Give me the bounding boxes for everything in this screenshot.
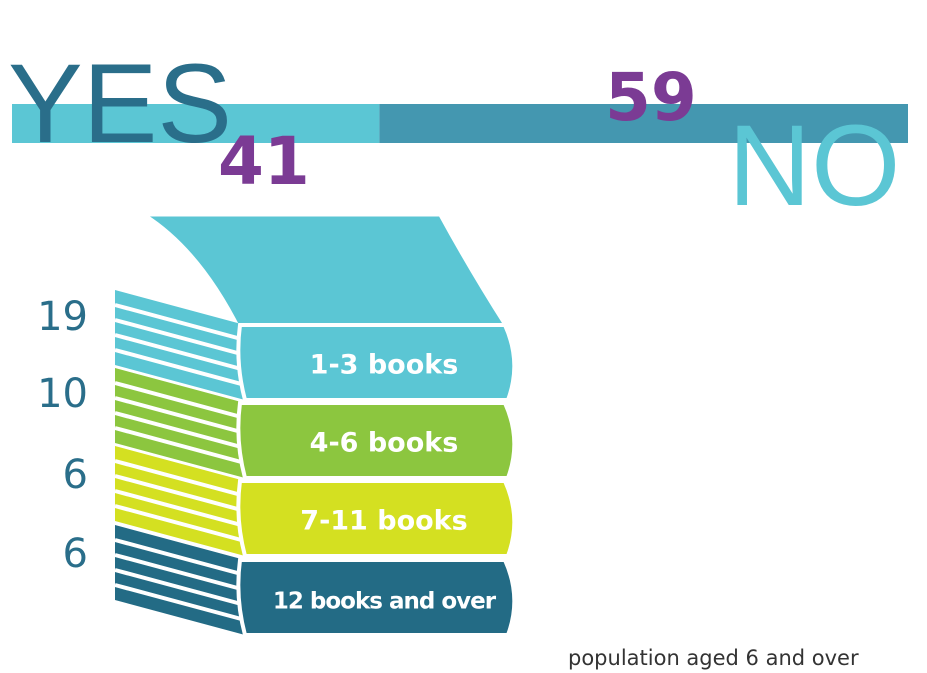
book-value: 6 (63, 452, 88, 498)
book-value: 10 (37, 371, 88, 417)
book-label: 1-3 books (310, 350, 459, 381)
no-label: NO (728, 102, 901, 230)
yes-value: 41 (218, 123, 310, 200)
yes-label: YES (8, 41, 232, 166)
book-value: 6 (63, 531, 88, 577)
note: population aged 6 and over (568, 646, 859, 670)
no-value: 59 (605, 59, 697, 136)
book-label: 7-11 books (300, 506, 467, 537)
book-label: 12 books and over (273, 589, 497, 615)
infographic: YES41 59 NO 1-3 books 19 4-6 books 10 7-11 book… (0, 0, 927, 673)
book-label: 4-6 books (310, 428, 459, 459)
book-value: 19 (37, 294, 88, 340)
